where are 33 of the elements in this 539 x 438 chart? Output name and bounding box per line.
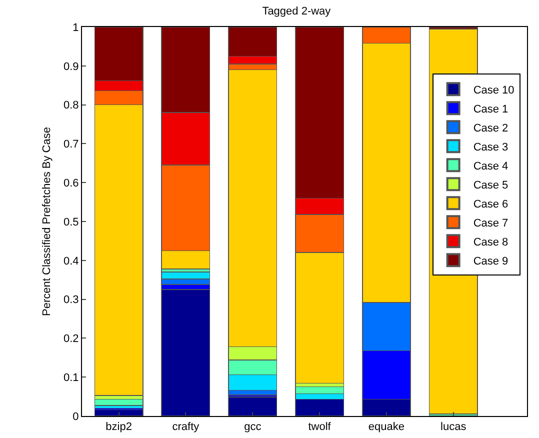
x-tick-label: bzip2	[106, 421, 132, 434]
y-tick-label: 0.7	[64, 138, 79, 151]
y-tick-label: 0.8	[64, 100, 79, 112]
legend-label: Case 2	[473, 122, 508, 134]
y-tick-label: 0	[72, 410, 79, 423]
bar	[94, 398, 144, 406]
legend-label: Case 1	[473, 103, 508, 116]
legend-label: Case 3	[473, 141, 508, 154]
chart-title: Tagged 2-way	[262, 5, 332, 18]
legend-label: Case 7	[473, 217, 508, 230]
y-tick-label: 0.3	[64, 294, 79, 306]
y-axis-title: Percent Classified Prefetches By Case	[41, 127, 53, 316]
x-tick-label: equake	[368, 421, 405, 434]
y-tick-label: 0.5	[64, 216, 79, 228]
x-tick-label: twolf	[308, 421, 332, 434]
x-tick-label: lucas	[440, 421, 467, 434]
bar	[228, 396, 278, 416]
y-tick-label: 0.2	[64, 333, 79, 346]
legend-label: Case 9	[473, 255, 508, 268]
bar	[94, 409, 144, 416]
legend-label: Case 6	[473, 198, 508, 210]
y-tick-label: 0.9	[64, 60, 79, 73]
legend-label: Case 5	[473, 179, 508, 192]
legend-label: Case 10	[473, 84, 514, 96]
y-tick-label: 0.4	[64, 255, 79, 268]
x-tick-label: gcc	[244, 421, 262, 434]
bar	[161, 289, 210, 416]
y-tick-label: 0.1	[64, 372, 79, 384]
y-tick-label: 0.6	[64, 177, 79, 190]
y-tick-label: 1	[72, 22, 79, 34]
legend-label: Case 4	[473, 160, 508, 172]
x-tick-label: crafty	[172, 421, 200, 434]
legend-label: Case 8	[473, 236, 508, 248]
